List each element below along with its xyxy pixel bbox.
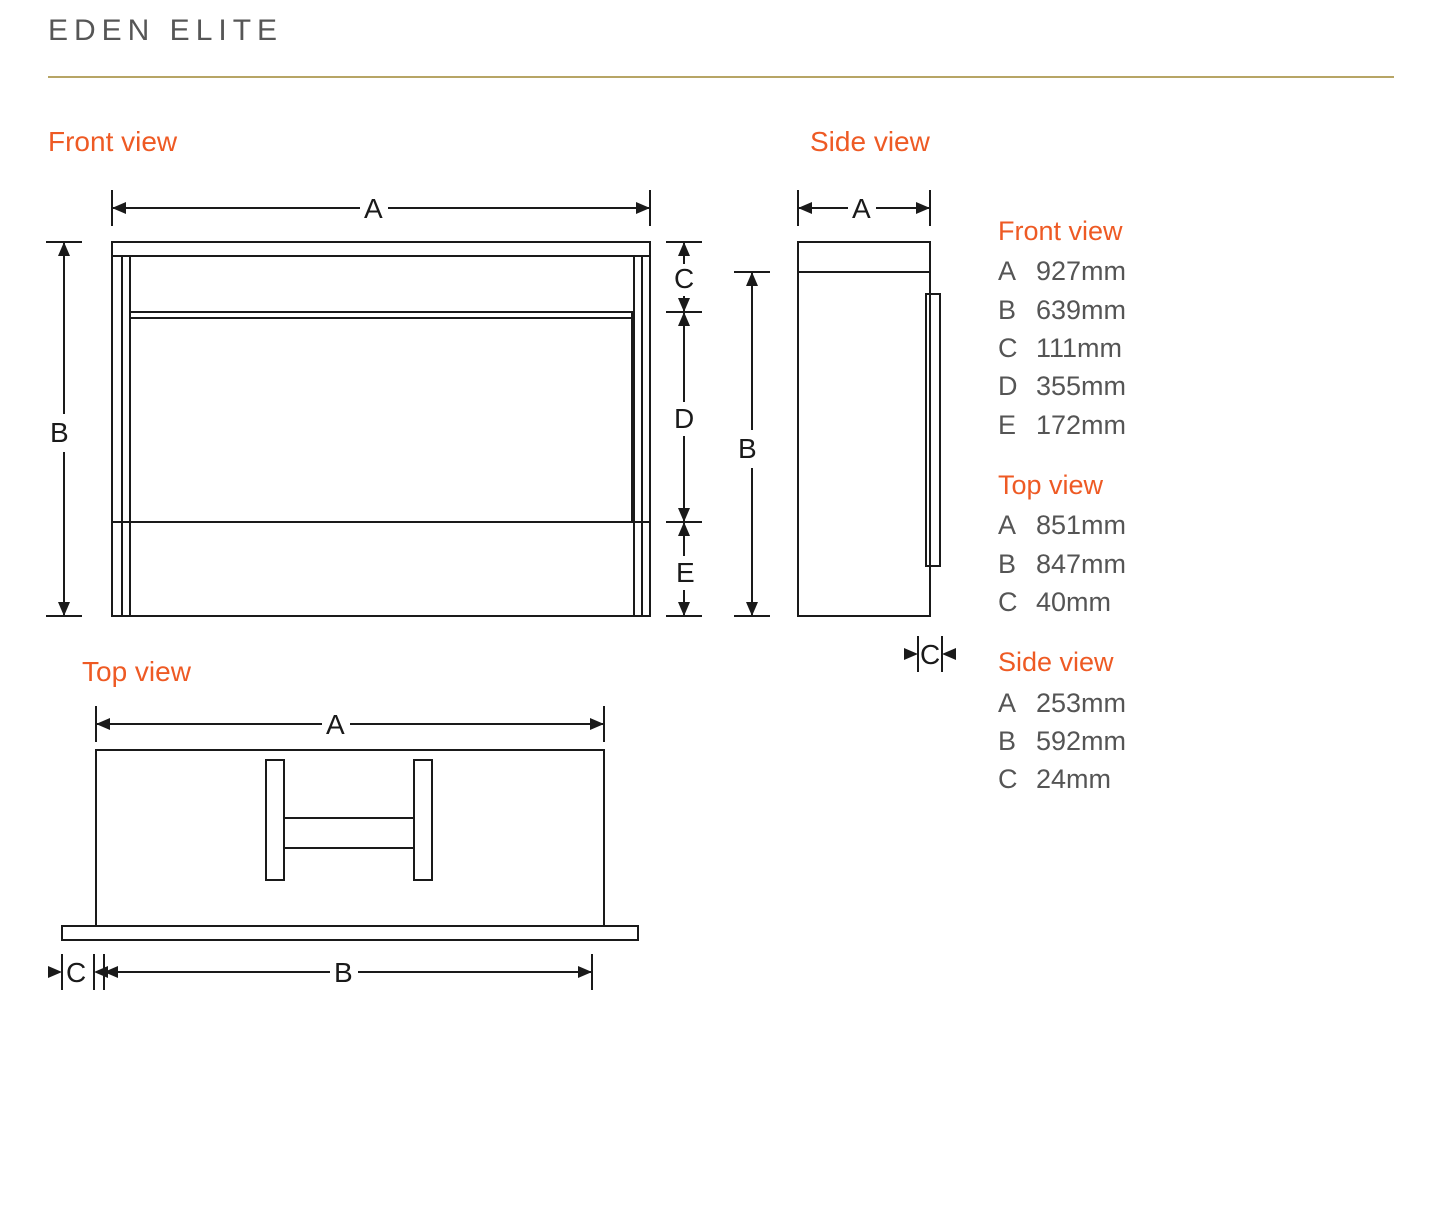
side-dim-A: A xyxy=(798,188,930,226)
legend-row: D 355mm xyxy=(998,367,1298,405)
front-dim-C-label: C xyxy=(674,263,694,294)
dimension-legend: Front viewA927mmB639mmC111mmD355mmE172mm… xyxy=(998,212,1298,799)
legend-value: 927mm xyxy=(1036,252,1126,290)
side-dim-C-label: C xyxy=(920,639,940,670)
legend-value: 851mm xyxy=(1036,506,1126,544)
side-dim-B-label: B xyxy=(738,433,757,464)
legend-key: D xyxy=(998,367,1022,405)
top-dim-C: C xyxy=(48,954,108,990)
legend-key: B xyxy=(998,291,1022,329)
legend-value: 40mm xyxy=(1036,583,1111,621)
legend-row: C 111mm xyxy=(998,329,1298,367)
legend-row: A 851mm xyxy=(998,506,1298,544)
front-dim-B-label: B xyxy=(50,417,69,448)
legend-key: B xyxy=(998,722,1022,760)
top-view-drawing: A B C xyxy=(34,700,654,1000)
legend-value: 355mm xyxy=(1036,367,1126,405)
front-dim-D: D xyxy=(666,312,702,522)
header-rule xyxy=(48,76,1394,78)
front-dim-E-label: E xyxy=(676,557,695,588)
legend-value: 847mm xyxy=(1036,545,1126,583)
side-dim-A-label: A xyxy=(852,193,871,224)
top-dim-A: A xyxy=(96,704,604,742)
legend-value: 111mm xyxy=(1036,329,1122,367)
page-title: EDEN ELITE xyxy=(48,14,283,48)
legend-key: A xyxy=(998,506,1022,544)
legend-value: 253mm xyxy=(1036,684,1126,722)
legend-row: B 639mm xyxy=(998,291,1298,329)
legend-key: E xyxy=(998,406,1022,444)
front-view-label: Front view xyxy=(48,126,177,158)
legend-value: 592mm xyxy=(1036,722,1126,760)
legend-row: E 172mm xyxy=(998,406,1298,444)
legend-row: C 40mm xyxy=(998,583,1298,621)
legend-key: A xyxy=(998,684,1022,722)
legend-value: 639mm xyxy=(1036,291,1126,329)
legend-key: C xyxy=(998,583,1022,621)
front-dim-E: E xyxy=(666,522,702,616)
side-view-drawing: A B C xyxy=(720,184,980,684)
side-dim-C: C xyxy=(904,636,956,672)
legend-row: A 927mm xyxy=(998,252,1298,290)
legend-row: C 24mm xyxy=(998,760,1298,798)
legend-section-label: Top view xyxy=(998,466,1298,504)
legend-section-label: Front view xyxy=(998,212,1298,250)
legend-key: A xyxy=(998,252,1022,290)
top-dim-B: B xyxy=(104,954,592,990)
side-view-label: Side view xyxy=(810,126,930,158)
legend-key: B xyxy=(998,545,1022,583)
top-view-label: Top view xyxy=(82,656,191,688)
legend-value: 172mm xyxy=(1036,406,1126,444)
legend-row: B 847mm xyxy=(998,545,1298,583)
front-dim-B: B xyxy=(44,242,84,616)
legend-row: B 592mm xyxy=(998,722,1298,760)
top-dim-C-label: C xyxy=(66,957,86,988)
front-dim-A-label: A xyxy=(364,193,383,224)
page-root: EDEN ELITE Front view Side view Top view… xyxy=(0,0,1442,1215)
legend-value: 24mm xyxy=(1036,760,1111,798)
front-dim-A: A xyxy=(112,188,650,226)
side-dim-B: B xyxy=(732,272,772,616)
legend-row: A 253mm xyxy=(998,684,1298,722)
legend-key: C xyxy=(998,329,1022,367)
front-dim-D-label: D xyxy=(674,403,694,434)
top-dim-A-label: A xyxy=(326,709,345,740)
top-dim-B-label: B xyxy=(334,957,353,988)
front-dim-C: C xyxy=(666,242,702,312)
legend-key: C xyxy=(998,760,1022,798)
legend-section-label: Side view xyxy=(998,643,1298,681)
front-view-drawing: A B C D xyxy=(34,184,714,644)
